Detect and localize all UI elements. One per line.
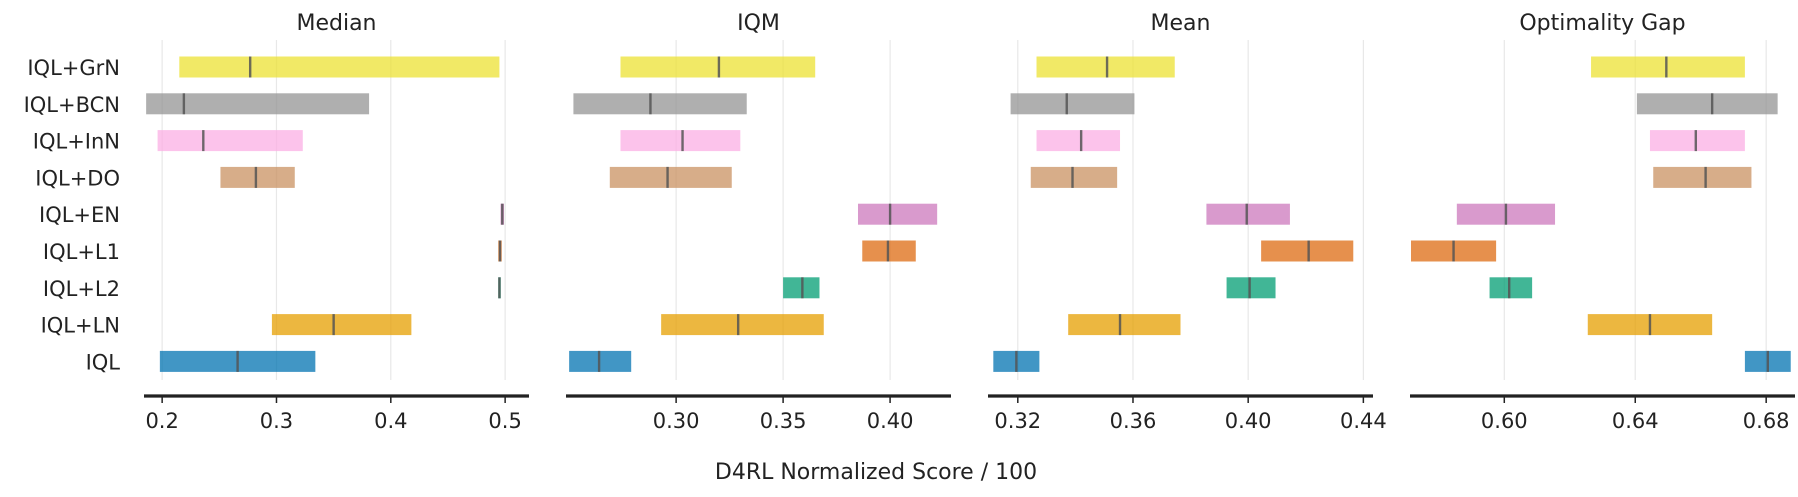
panel-median: Median 0.2 0.3 0.4 0.5 <box>144 11 529 433</box>
x-tick-label: 0.32 <box>994 409 1041 433</box>
panel-optimality-gap: Optimality Gap 0.60 0.64 0.68 <box>1410 11 1795 433</box>
method-label: IQL+L1 <box>43 240 120 264</box>
interval-bar <box>1068 314 1181 336</box>
interval-bar <box>573 93 747 115</box>
x-tick-label: 0.35 <box>760 409 807 433</box>
method-label: IQL+DO <box>35 166 120 190</box>
method-label: IQL+LN <box>41 314 120 338</box>
interval-bar <box>220 166 295 188</box>
interval-bar <box>661 314 824 336</box>
x-tick-label: 0.36 <box>1110 409 1157 433</box>
interval-bar <box>1030 166 1118 188</box>
method-label: IQL+GrN <box>27 56 120 80</box>
interval-bar <box>1591 56 1745 78</box>
panel-iqm: IQM 0.30 0.35 0.40 <box>566 11 951 433</box>
method-label: IQL+InN <box>33 130 120 154</box>
x-axis-label: D4RL Normalized Score / 100 <box>715 460 1037 485</box>
interval-bar <box>1036 56 1175 78</box>
panel-mean: Mean 0.32 0.36 0.40 0.44 <box>988 11 1387 433</box>
method-label: IQL+BCN <box>24 93 120 117</box>
panel-title: Median <box>296 11 376 36</box>
x-tick-label: 0.60 <box>1481 409 1528 433</box>
panel-title: Optimality Gap <box>1519 11 1685 36</box>
interval-bar <box>1036 130 1121 152</box>
x-tick-label: 0.3 <box>260 409 293 433</box>
interval-bar <box>1653 166 1752 188</box>
interval-bar <box>620 130 741 152</box>
interval-bar <box>179 56 500 78</box>
interval-bar <box>1636 93 1778 115</box>
x-tick-label: 0.44 <box>1340 409 1387 433</box>
method-labels: IQL+GrN IQL+BCN IQL+InN IQL+DO IQL+EN IQL+L1 I… <box>24 56 121 374</box>
interval-bar <box>1649 130 1745 152</box>
interval-bar <box>609 166 732 188</box>
method-label: IQL+EN <box>39 203 120 227</box>
interval-bar <box>1226 277 1276 299</box>
interval-bar <box>857 203 938 225</box>
x-tick-label: 0.40 <box>867 409 914 433</box>
x-tick-label: 0.68 <box>1743 409 1790 433</box>
panel-title: Mean <box>1151 11 1211 36</box>
method-label: IQL+L2 <box>43 277 120 301</box>
panel-title: IQM <box>737 11 780 36</box>
interval-bar <box>1206 203 1290 225</box>
interval-bar <box>157 130 303 152</box>
x-tick-label: 0.40 <box>1225 409 1272 433</box>
interval-bar <box>271 314 412 336</box>
metric-panels: Median 0.2 0.3 0.4 0.5 IQM 0.30 0.35 0.40 Mean 0.3… <box>144 11 1795 433</box>
interval-bar <box>1261 240 1354 262</box>
interval-bar <box>1010 93 1135 115</box>
method-label: IQL <box>86 350 121 374</box>
interval-bar <box>146 93 370 115</box>
interval-bar <box>1489 277 1533 299</box>
x-tick-label: 0.4 <box>374 409 407 433</box>
x-tick-label: 0.5 <box>488 409 521 433</box>
x-tick-label: 0.64 <box>1612 409 1659 433</box>
x-tick-label: 0.2 <box>145 409 178 433</box>
x-tick-label: 0.30 <box>653 409 700 433</box>
